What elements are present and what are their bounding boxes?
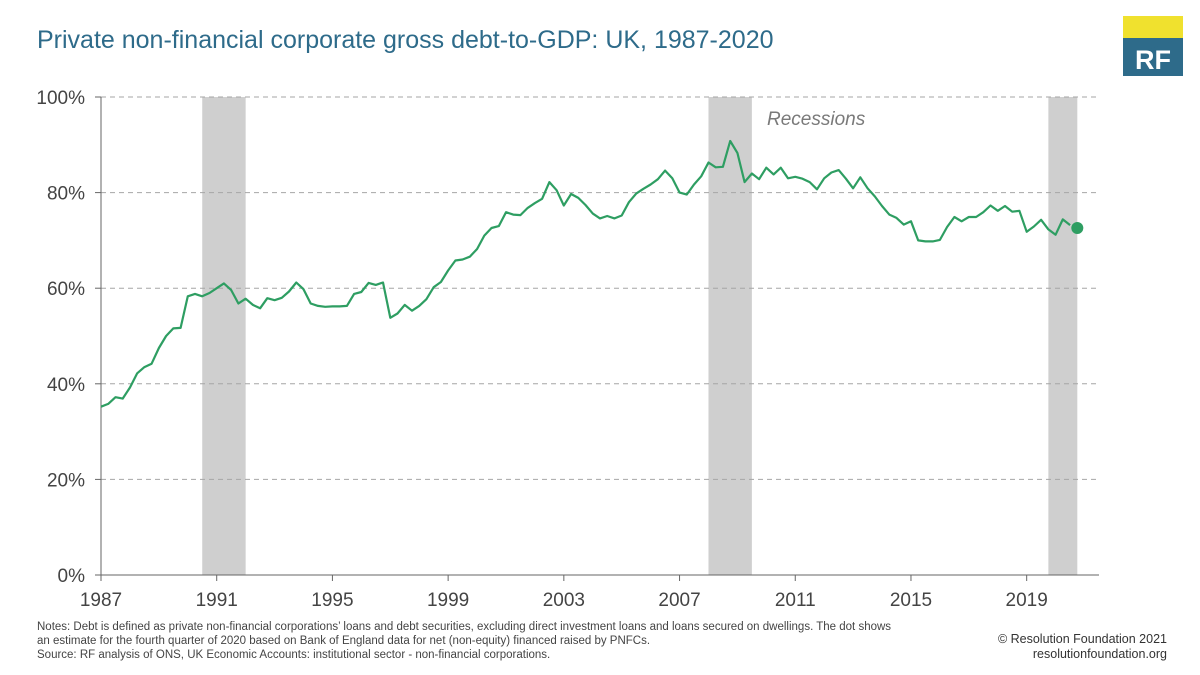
x-tick-label: 2003 — [543, 590, 585, 610]
recession-band — [1048, 97, 1078, 575]
y-tick-label: 0% — [58, 566, 86, 587]
x-tick-label: 2015 — [890, 590, 932, 610]
axes: 0% 20% 40% 60% 80% 100% 1987 1991 1995 1999 2003 20… — [36, 88, 1099, 610]
y-tick-label: 60% — [47, 279, 85, 300]
notes-line-3: Source: RF analysis of ONS, UK Economic … — [37, 649, 551, 661]
notes-line-2: an estimate for the fourth quarter of 20… — [37, 635, 651, 647]
logo-blue-triangle — [1123, 38, 1183, 58]
logo-text: RF — [1135, 45, 1171, 75]
x-tick-label: 2019 — [1006, 590, 1048, 610]
recession-band — [708, 97, 752, 575]
recession-band — [202, 97, 246, 575]
x-tick-label: 2011 — [775, 590, 816, 610]
series-line — [100, 139, 1084, 408]
chart-svg: 0% 20% 40% 60% 80% 100% 1987 1991 1995 1999 2003 20… — [36, 88, 1099, 610]
x-tick-label: 1995 — [311, 590, 353, 610]
y-tick-label: 80% — [47, 184, 85, 205]
website-link[interactable]: resolutionfoundation.org — [1032, 647, 1167, 661]
x-tick-label: 2007 — [658, 590, 700, 610]
chart-notes: Notes: Debt is defined as private non-fi… — [37, 620, 997, 662]
copyright-text: © Resolution Foundation 2021 — [997, 632, 1167, 646]
rf-logo: RF — [1123, 16, 1183, 76]
y-tick-label: 100% — [36, 88, 85, 109]
chart-title: Private non-financial corporate gross de… — [37, 26, 774, 54]
estimate-dot — [1071, 221, 1084, 234]
x-tick-label: 1999 — [427, 590, 469, 610]
y-tick-label: 40% — [47, 375, 85, 396]
y-tick-label: 20% — [47, 470, 85, 491]
recession-bands — [202, 97, 1078, 575]
notes-line-1: Notes: Debt is defined as private non-fi… — [37, 621, 892, 633]
series-line-path — [100, 139, 1071, 408]
copyright-block: © Resolution Foundation 2021 resolutionf… — [998, 632, 1167, 662]
recession-label: Recessions — [767, 109, 866, 130]
logo-yellow-triangle — [1123, 16, 1183, 38]
x-tick-label: 1987 — [80, 590, 122, 610]
x-tick-label: 1991 — [196, 590, 238, 610]
gridlines — [101, 96, 1099, 480]
